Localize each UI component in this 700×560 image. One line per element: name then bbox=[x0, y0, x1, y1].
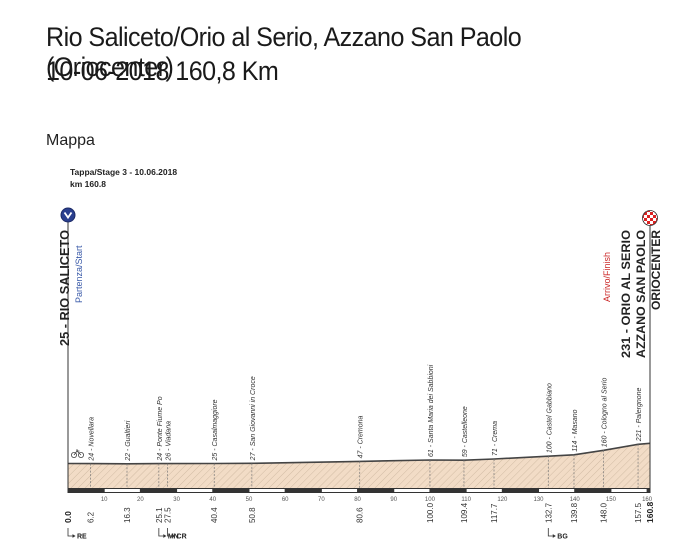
ruler-tick-label: 30 bbox=[173, 497, 180, 503]
finish-label-1: 231 - ORIO AL SERIO bbox=[619, 230, 633, 358]
waypoint-label: 71 - Crema bbox=[492, 421, 499, 456]
waypoint-label: 221 - Palergnone bbox=[636, 387, 643, 442]
ruler-tick-label: 20 bbox=[137, 497, 144, 503]
province-marker: RE bbox=[67, 528, 87, 541]
ruler-tick-label: 150 bbox=[606, 497, 617, 503]
ruler-tick-label: 160 bbox=[642, 497, 653, 503]
waypoint-km-label: 50.8 bbox=[248, 507, 257, 523]
waypoint-km-label: 40.4 bbox=[210, 507, 219, 523]
waypoint-label: 27 - San Giovanni in Croce bbox=[250, 376, 257, 461]
start-label: 25 - RIO SALICETO bbox=[58, 230, 72, 346]
ruler-tick-label: 90 bbox=[390, 497, 397, 503]
ruler-segment bbox=[321, 489, 358, 492]
province-marker: BG bbox=[547, 528, 568, 541]
waypoint-km-label: 80.6 bbox=[356, 507, 365, 523]
ruler-tick-label: 140 bbox=[570, 497, 581, 503]
start-chevron-icon bbox=[63, 211, 73, 220]
waypoint-label: 26 - Viadana bbox=[166, 421, 173, 462]
waypoint-km-label: 6.2 bbox=[86, 511, 95, 523]
waypoint-label: 61 - Santa Maria dei Sabbioni bbox=[428, 364, 435, 457]
ruler-segment bbox=[104, 489, 140, 492]
ruler-tick-label: 100 bbox=[425, 497, 436, 503]
page-subtitle: 10-06-2018 160,8 Km bbox=[46, 56, 279, 86]
ruler-segment bbox=[394, 489, 430, 492]
finish-km-label: 160.8 bbox=[645, 501, 655, 523]
waypoint-label: 47 - Cremona bbox=[358, 415, 365, 458]
waypoint-label: 22 - Gualtieri bbox=[125, 420, 132, 462]
ruler-tick-label: 80 bbox=[354, 497, 361, 503]
waypoint-label: 160 - Cologno al Serio bbox=[602, 378, 609, 448]
start-badge bbox=[60, 207, 76, 223]
ruler-tick-label: 40 bbox=[209, 497, 216, 503]
finish-flag-icon bbox=[642, 210, 658, 226]
province-marker: CR bbox=[167, 528, 187, 541]
waypoint-km-label: 148.0 bbox=[600, 502, 609, 523]
waypoint-km-label: 16.3 bbox=[123, 507, 132, 523]
waypoint-km-label: 117.7 bbox=[490, 503, 499, 523]
waypoint-label: 25 - Casalmaggiore bbox=[212, 399, 219, 461]
ruler-tick-label: 110 bbox=[461, 497, 471, 503]
ruler-segment bbox=[249, 489, 285, 492]
ruler-tick-label: 50 bbox=[246, 497, 253, 503]
start-sub-label: Partenza/Start bbox=[74, 245, 84, 303]
ruler-tick-label: 10 bbox=[101, 497, 108, 503]
waypoint-label: 24 - Ponte Fiume Po bbox=[157, 396, 164, 461]
ruler-tick-label: 120 bbox=[497, 497, 508, 503]
finish-sub-label: Arrivo/Finish bbox=[602, 252, 612, 302]
stage-header: Tappa/Stage 3 - 10.06.2018 bbox=[70, 167, 177, 177]
waypoint-km-label: 25.1 bbox=[155, 507, 164, 523]
waypoint-km-label: 27.5 bbox=[164, 507, 173, 523]
bicycle-icon bbox=[71, 449, 85, 458]
waypoint-label: 100 - Castel Gabbiano bbox=[546, 383, 553, 453]
ruler-segment bbox=[177, 489, 213, 492]
stage-length: km 160.8 bbox=[70, 179, 106, 189]
province-label: RE bbox=[77, 534, 87, 541]
waypoint-label: 59 - Castelleone bbox=[462, 406, 469, 457]
start-km-label: 0.0 bbox=[63, 511, 73, 523]
waypoint-label: 114 - Masano bbox=[572, 409, 579, 451]
province-label: CR bbox=[177, 534, 187, 541]
ruler-segment bbox=[466, 489, 502, 492]
page-title: Rio Saliceto/Orio al Serio, Azzano San P… bbox=[46, 22, 522, 82]
ruler-segment bbox=[611, 489, 647, 492]
ruler-segment bbox=[539, 489, 575, 492]
finish-label-3: ORIOCENTER bbox=[649, 230, 663, 310]
waypoint-km-label: 132.7 bbox=[544, 502, 553, 523]
altitude-hatch bbox=[68, 443, 650, 488]
km-ruler bbox=[68, 488, 650, 493]
waypoint-km-label: 139.8 bbox=[570, 502, 579, 523]
waypoint-label: 24 - Novellara bbox=[88, 417, 95, 462]
ruler-tick-label: 130 bbox=[534, 497, 545, 503]
ruler-tick-label: 60 bbox=[282, 497, 289, 503]
ruler-tick-label: 70 bbox=[318, 497, 325, 503]
waypoint-km-label: 109.4 bbox=[460, 502, 469, 523]
province-label: BG bbox=[557, 534, 568, 541]
waypoint-km-label: 100.0 bbox=[426, 502, 435, 523]
waypoint-km-label: 157.5 bbox=[634, 502, 643, 523]
finish-label-2: AZZANO SAN PAOLO bbox=[634, 230, 648, 358]
section-label: Mappa bbox=[46, 132, 95, 149]
